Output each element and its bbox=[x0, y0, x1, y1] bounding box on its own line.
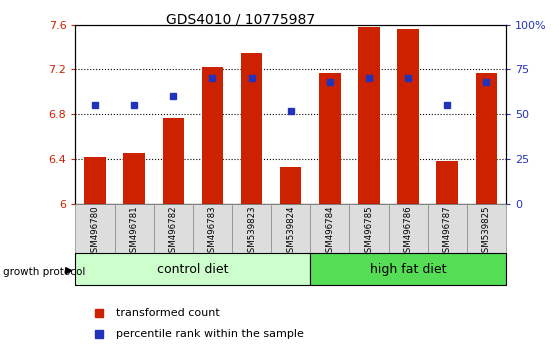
Bar bbox=[389, 204, 428, 253]
Bar bbox=[124, 153, 145, 204]
Bar bbox=[75, 253, 310, 285]
Text: GSM539825: GSM539825 bbox=[482, 206, 491, 258]
Bar bbox=[163, 118, 184, 204]
Text: growth protocol: growth protocol bbox=[3, 267, 85, 277]
Bar bbox=[428, 204, 467, 253]
Bar bbox=[115, 204, 154, 253]
Bar bbox=[232, 204, 271, 253]
Bar bbox=[84, 156, 106, 204]
Text: GSM539824: GSM539824 bbox=[286, 206, 295, 258]
Bar bbox=[319, 73, 340, 204]
Text: GSM496786: GSM496786 bbox=[404, 206, 413, 258]
Bar bbox=[280, 167, 301, 204]
Text: GSM496783: GSM496783 bbox=[208, 206, 217, 258]
Text: GSM496784: GSM496784 bbox=[325, 206, 334, 258]
Bar bbox=[241, 53, 262, 204]
Text: percentile rank within the sample: percentile rank within the sample bbox=[116, 329, 304, 339]
Bar bbox=[193, 204, 232, 253]
Bar bbox=[476, 73, 497, 204]
Bar bbox=[310, 253, 506, 285]
Bar bbox=[437, 161, 458, 204]
Bar bbox=[154, 204, 193, 253]
Bar bbox=[397, 29, 419, 204]
Bar bbox=[310, 204, 349, 253]
Text: control diet: control diet bbox=[157, 263, 229, 275]
Bar bbox=[271, 204, 310, 253]
Bar bbox=[349, 204, 389, 253]
Text: GSM496785: GSM496785 bbox=[364, 206, 373, 258]
Text: GDS4010 / 10775987: GDS4010 / 10775987 bbox=[166, 12, 315, 27]
Bar bbox=[358, 27, 380, 204]
Bar bbox=[467, 204, 506, 253]
Text: transformed count: transformed count bbox=[116, 308, 220, 318]
Text: GSM539823: GSM539823 bbox=[247, 206, 256, 258]
Text: GSM496787: GSM496787 bbox=[443, 206, 452, 258]
Text: GSM496782: GSM496782 bbox=[169, 206, 178, 258]
Bar bbox=[75, 204, 115, 253]
Bar bbox=[202, 67, 223, 204]
Text: high fat diet: high fat diet bbox=[370, 263, 446, 275]
Text: GSM496781: GSM496781 bbox=[130, 206, 139, 258]
Text: GSM496780: GSM496780 bbox=[91, 206, 100, 258]
